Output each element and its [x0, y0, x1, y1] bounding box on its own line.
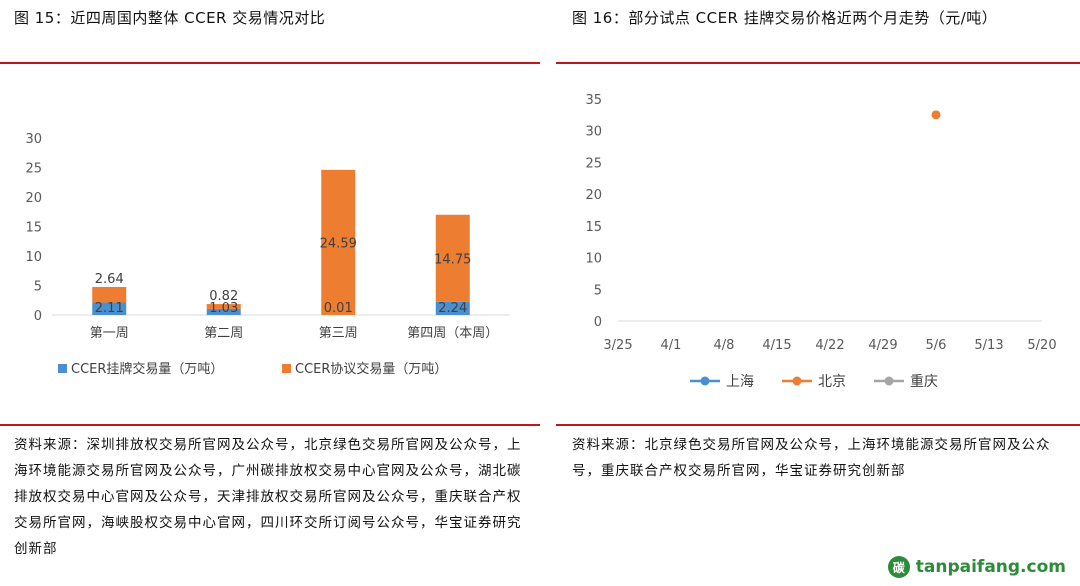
y-tick-label: 5: [594, 283, 602, 298]
y-tick-label: 30: [25, 132, 42, 147]
y-tick-label: 5: [34, 280, 42, 295]
title-divider: [0, 62, 540, 64]
source-divider: [556, 424, 1080, 426]
watermark: 碳 tanpaifang.com: [887, 556, 1066, 578]
y-tick-label: 0: [594, 315, 602, 330]
listed-volume-label: 2.24: [438, 301, 467, 316]
legend-marker: [700, 376, 710, 386]
legend-swatch: [282, 364, 291, 373]
legend-label: CCER协议交易量（万吨）: [295, 361, 447, 377]
figure-15-title: 图 15：近四周国内整体 CCER 交易情况对比: [14, 9, 326, 27]
legend-marker: [792, 376, 802, 386]
agreement-volume-label: 24.59: [320, 236, 357, 251]
listed-volume-bar: [92, 302, 127, 315]
x-tick-label: 3/25: [603, 338, 632, 353]
legend-label: 北京: [818, 374, 846, 390]
source-divider: [0, 424, 540, 426]
x-tick-label: 4/15: [762, 338, 791, 353]
agreement-volume-label: 0.82: [209, 289, 238, 304]
legend-marker: [884, 376, 894, 386]
leaf-logo-icon: 碳: [887, 556, 910, 578]
y-tick-label: 25: [25, 162, 42, 177]
agreement-volume-label: 14.75: [434, 252, 471, 267]
listed-volume-label: 1.03: [209, 301, 238, 316]
y-tick-label: 35: [585, 93, 602, 108]
stacked-bar-chart: 0 5 10 15 20 25 30 2.11 2.64 第一周 1.030.82 第二周 0.01 24…: [25, 132, 510, 377]
listed-volume-bar: [435, 301, 470, 315]
agreement-volume-bar: [435, 214, 470, 302]
y-tick-label: 20: [585, 188, 602, 203]
agreement-volume-bar: [206, 304, 241, 309]
x-category-label: 第四周（本周）: [407, 326, 498, 341]
legend-swatch: [58, 364, 67, 373]
x-tick-label: 4/8: [714, 338, 735, 353]
beijing-price-point: [931, 110, 941, 120]
price-line-chart: 0 5 10 15 20 25 30 35 3/25 4/1 4/8 4/15 4/22 4/29 5/6 5…: [585, 93, 1056, 390]
x-tick-label: 4/22: [815, 338, 844, 353]
x-category-label: 第一周: [90, 326, 129, 341]
figure-15-source: 资料来源：深圳排放权交易所官网及公众号，北京绿色交易所官网及公众号，上海环境能源…: [14, 437, 522, 557]
y-tick-label: 0: [34, 309, 42, 324]
legend-label: 上海: [726, 374, 754, 390]
x-tick-label: 5/13: [974, 338, 1003, 353]
y-tick-label: 15: [585, 220, 602, 235]
x-category-label: 第二周: [204, 326, 243, 341]
agreement-volume-label: 2.64: [95, 272, 124, 287]
left-figure-panel: 图 15：近四周国内整体 CCER 交易情况对比 0 5 10 15 20 25 30 2.1…: [0, 9, 540, 557]
listed-volume-label: 0.01: [324, 301, 353, 316]
y-tick-label: 15: [25, 221, 42, 236]
listed-volume-label: 2.11: [95, 301, 124, 316]
figure-16-source: 资料来源：北京绿色交易所官网及公众号，上海环境能源交易所官网及公众号，重庆联合产…: [572, 437, 1051, 479]
agreement-volume-bar: [321, 169, 356, 315]
watermark-text: tanpaifang.com: [915, 557, 1066, 577]
agreement-volume-bar: [92, 286, 127, 303]
legend-label: 重庆: [910, 374, 938, 390]
y-tick-label: 20: [25, 191, 42, 206]
figure-16-title: 图 16：部分试点 CCER 挂牌交易价格近两个月走势（元/吨）: [572, 9, 998, 27]
y-tick-label: 10: [585, 252, 602, 267]
right-figure-panel: 图 16：部分试点 CCER 挂牌交易价格近两个月走势（元/吨） 0 5 10 15 2…: [556, 0, 1080, 586]
x-tick-label: 5/20: [1027, 338, 1056, 353]
title-divider: [556, 62, 1080, 64]
x-tick-label: 4/29: [868, 338, 897, 353]
legend-label: CCER挂牌交易量（万吨）: [71, 361, 223, 377]
x-tick-label: 4/1: [661, 338, 682, 353]
y-tick-label: 10: [25, 250, 42, 265]
y-tick-label: 30: [585, 125, 602, 140]
listed-volume-bar: [206, 308, 241, 315]
x-tick-label: 5/6: [926, 338, 947, 353]
y-tick-label: 25: [585, 156, 602, 171]
x-category-label: 第三周: [319, 326, 358, 341]
